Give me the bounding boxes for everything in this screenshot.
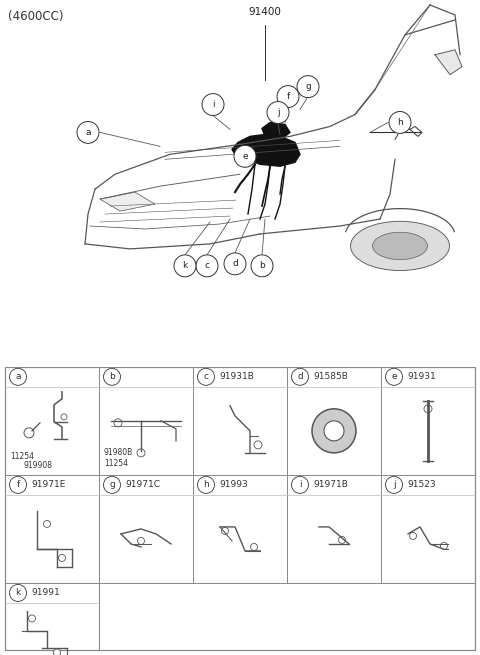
Text: g: g bbox=[109, 480, 115, 489]
FancyBboxPatch shape bbox=[5, 367, 475, 650]
Circle shape bbox=[53, 649, 60, 655]
Circle shape bbox=[77, 121, 99, 143]
Text: 91993: 91993 bbox=[219, 480, 248, 489]
Polygon shape bbox=[262, 122, 290, 140]
Circle shape bbox=[104, 476, 120, 493]
Circle shape bbox=[197, 368, 215, 385]
Text: 91931: 91931 bbox=[407, 372, 436, 381]
Circle shape bbox=[104, 368, 120, 385]
Circle shape bbox=[251, 255, 273, 277]
Circle shape bbox=[10, 476, 26, 493]
Text: g: g bbox=[305, 82, 311, 91]
Circle shape bbox=[385, 476, 403, 493]
Circle shape bbox=[24, 428, 34, 438]
Circle shape bbox=[424, 405, 432, 413]
Circle shape bbox=[441, 542, 447, 550]
Circle shape bbox=[251, 544, 257, 550]
Circle shape bbox=[267, 102, 289, 123]
Text: e: e bbox=[242, 152, 248, 161]
Circle shape bbox=[389, 111, 411, 134]
Ellipse shape bbox=[372, 233, 428, 259]
Text: a: a bbox=[15, 372, 21, 381]
Text: j: j bbox=[276, 108, 279, 117]
Text: 91400: 91400 bbox=[249, 7, 281, 17]
Polygon shape bbox=[100, 192, 155, 211]
Text: 91971B: 91971B bbox=[313, 480, 348, 489]
Text: k: k bbox=[15, 588, 21, 597]
Circle shape bbox=[324, 421, 344, 441]
Circle shape bbox=[291, 476, 309, 493]
Circle shape bbox=[197, 476, 215, 493]
Text: 919908: 919908 bbox=[23, 461, 52, 470]
Circle shape bbox=[10, 368, 26, 385]
Text: h: h bbox=[203, 480, 209, 489]
Text: c: c bbox=[204, 261, 209, 271]
Circle shape bbox=[137, 449, 145, 457]
Text: 91931B: 91931B bbox=[219, 372, 254, 381]
Text: 91971C: 91971C bbox=[125, 480, 160, 489]
Circle shape bbox=[234, 145, 256, 167]
Circle shape bbox=[28, 615, 36, 622]
Circle shape bbox=[221, 527, 228, 534]
Ellipse shape bbox=[350, 221, 449, 271]
Text: i: i bbox=[299, 480, 301, 489]
Text: b: b bbox=[109, 372, 115, 381]
Circle shape bbox=[61, 414, 67, 420]
Text: (4600CC): (4600CC) bbox=[8, 10, 63, 23]
Text: 91523: 91523 bbox=[407, 480, 436, 489]
Text: f: f bbox=[16, 480, 20, 489]
Text: i: i bbox=[212, 100, 214, 109]
Text: 11254: 11254 bbox=[10, 452, 34, 461]
Circle shape bbox=[114, 419, 122, 427]
Circle shape bbox=[385, 368, 403, 385]
Text: 11254: 11254 bbox=[104, 459, 128, 468]
Circle shape bbox=[297, 76, 319, 98]
Circle shape bbox=[277, 86, 299, 107]
Circle shape bbox=[224, 253, 246, 275]
Text: d: d bbox=[297, 372, 303, 381]
Text: h: h bbox=[397, 118, 403, 127]
Circle shape bbox=[291, 368, 309, 385]
Circle shape bbox=[254, 441, 262, 449]
Circle shape bbox=[44, 521, 50, 527]
Circle shape bbox=[312, 409, 356, 453]
Circle shape bbox=[409, 533, 417, 540]
Text: b: b bbox=[259, 261, 265, 271]
Text: a: a bbox=[85, 128, 91, 137]
Polygon shape bbox=[435, 50, 462, 75]
Text: 91980B: 91980B bbox=[104, 448, 133, 457]
Text: e: e bbox=[391, 372, 397, 381]
Circle shape bbox=[202, 94, 224, 115]
Circle shape bbox=[59, 554, 65, 561]
Text: 91585B: 91585B bbox=[313, 372, 348, 381]
Text: j: j bbox=[393, 480, 396, 489]
Circle shape bbox=[196, 255, 218, 277]
Text: 91991: 91991 bbox=[31, 588, 60, 597]
Circle shape bbox=[10, 584, 26, 601]
Polygon shape bbox=[232, 134, 300, 166]
Text: d: d bbox=[232, 259, 238, 269]
Circle shape bbox=[174, 255, 196, 277]
Circle shape bbox=[338, 536, 346, 544]
Text: f: f bbox=[287, 92, 289, 101]
Text: k: k bbox=[182, 261, 188, 271]
Text: c: c bbox=[204, 372, 208, 381]
Circle shape bbox=[137, 537, 144, 544]
Text: 91971E: 91971E bbox=[31, 480, 65, 489]
